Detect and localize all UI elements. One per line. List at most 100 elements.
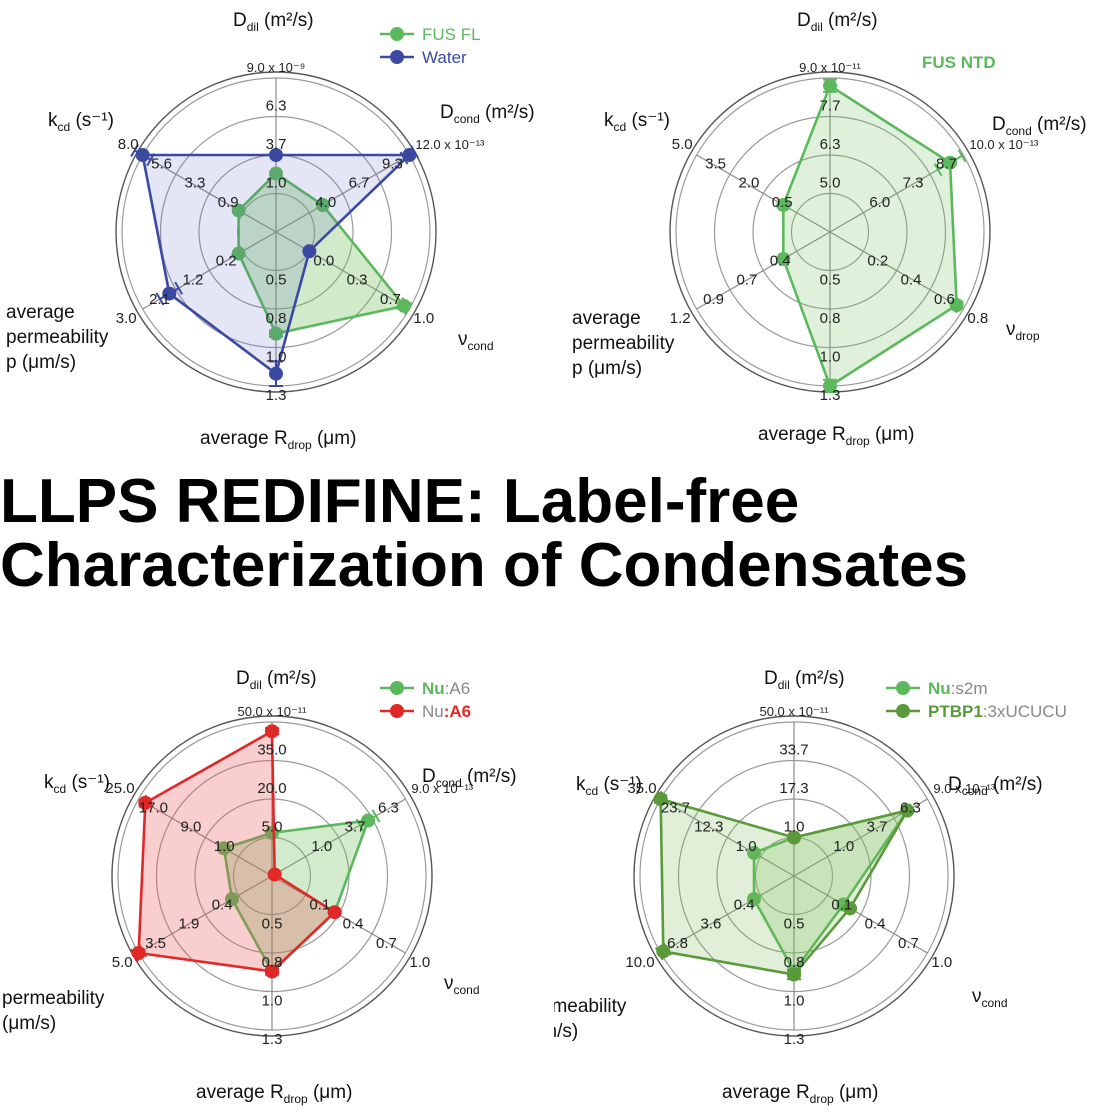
axis-title-0: Ddil (m²/s) — [764, 668, 845, 692]
tick-label: 0.9 — [218, 194, 239, 211]
spoke-4 — [138, 875, 273, 954]
legend: FUS NTD — [922, 53, 996, 72]
legend-entry: Nu:s2m — [928, 679, 988, 698]
tick-label: 0.7 — [898, 935, 919, 952]
legend-entry: Nu:A6 — [422, 702, 471, 721]
legend-name: Nu — [422, 679, 445, 698]
axis-title-subscript: cond — [962, 784, 988, 798]
series-fus-fl-point — [269, 326, 283, 341]
axis-title-1: Dcond (m²/s) — [948, 774, 1043, 798]
tick-label: 6.7 — [349, 175, 370, 192]
tick-label: 5.0 — [112, 954, 133, 971]
tick-label: 3.5 — [145, 935, 166, 952]
tick-label: 6.3 — [820, 136, 841, 153]
legend-marker — [390, 704, 404, 718]
series-nu-s2m-point — [746, 892, 761, 907]
spoke-5 — [142, 154, 277, 233]
legend-name: PTBP1 — [928, 702, 983, 721]
axis-title-0: Ddil (m²/s) — [236, 668, 317, 692]
axis-title-subscript: drop — [1016, 329, 1040, 343]
tick-label: 0.9 — [703, 291, 724, 308]
tick-label: 0.7 — [376, 935, 397, 952]
radar-chart-fus-fl: 1.0 3.7 6.3 9.0 x 10⁻⁹ 4.0 6.7 9.3 12.0 x 10⁻¹³… — [0, 0, 554, 465]
axis-title-subscript: drop — [846, 434, 870, 448]
spoke-4 — [660, 875, 795, 954]
spoke-1 — [271, 798, 406, 877]
tick-label: 1.3 — [820, 387, 841, 404]
tick-label: 1.0 — [214, 838, 235, 855]
axis-title-line: p (μm/s) — [572, 358, 642, 379]
tick-label: 5.0 — [672, 136, 693, 153]
axis-title-line: average R — [196, 1082, 284, 1103]
tick-label: 7.3 — [903, 175, 924, 192]
tick-label: 9.0 x 10⁻¹³ — [933, 781, 995, 796]
radar-svg: 5.0 6.3 7.7 9.0 x 10⁻¹¹ 6.0 7.3 8.7 10.0 x 10⁻¹… — [572, 10, 1087, 448]
legend-marker — [896, 704, 910, 718]
tick-label: 3.6 — [700, 916, 721, 933]
tick-label: 5.6 — [151, 155, 172, 172]
tick-label: 17.0 — [139, 799, 168, 816]
legend-marker — [896, 681, 910, 695]
axis-title-line: (μm/s) — [554, 1021, 578, 1042]
legend-suffix: :A6 — [444, 702, 471, 721]
tick-label: 0.1 — [309, 896, 330, 913]
tick-label: 50.0 x 10⁻¹¹ — [759, 704, 829, 719]
axis-title-line: D — [233, 10, 247, 31]
tick-label: 1.0 — [820, 349, 841, 366]
axis-title-unit: (m²/s) — [988, 774, 1043, 795]
tick-label: 1.0 — [262, 993, 283, 1010]
tick-label: 6.0 — [869, 194, 890, 211]
tick-label: 10.0 x 10⁻¹³ — [969, 137, 1039, 152]
tick-labels: 1.0 3.7 6.3 9.0 x 10⁻⁹ 4.0 6.7 9.3 12.0 x 10⁻¹³… — [116, 60, 485, 404]
tick-label: 9.0 x 10⁻¹¹ — [799, 60, 861, 75]
axis-title-subscript: dil — [247, 20, 259, 34]
axis-title-2: νdrop — [1006, 319, 1040, 343]
axis-title-unit: (m²/s) — [262, 668, 317, 689]
tick-label: 6.3 — [900, 799, 921, 816]
tick-label: 6.3 — [266, 98, 287, 115]
radar-chart-nu-ptbp1: 1.0 17.3 33.7 50.0 x 10⁻¹¹ 1.0 3.7 6.3 9.0 x 10… — [524, 654, 1108, 1113]
axis-title-2: νcond — [972, 986, 1008, 1010]
series-ptbp1-3xucucu-point — [787, 967, 801, 982]
tick-label: 0.7 — [736, 272, 757, 289]
tick-label: 0.2 — [216, 252, 237, 269]
series-fus-ntd-point — [943, 155, 958, 170]
tick-label: 1.0 — [931, 954, 952, 971]
tick-label: 0.8 — [262, 954, 283, 971]
axis-title-line: D — [764, 668, 778, 689]
legend-entry: Water — [422, 48, 467, 67]
series-water-point — [302, 244, 317, 259]
series-nu-a6-point — [224, 892, 239, 907]
tick-label: 0.4 — [734, 896, 755, 913]
series-fus-ntd-point — [823, 78, 837, 93]
axis-title-line: (μm/s) — [2, 1013, 56, 1034]
tick-label: 1.2 — [182, 272, 203, 289]
spoke-2 — [829, 231, 964, 310]
legend-name: Nu — [422, 702, 444, 721]
axis-title-5: kcd (s⁻¹) — [48, 110, 114, 134]
axis-title-line: k — [44, 772, 54, 793]
radar-chart-nu-a6: 5.0 20.0 35.0 50.0 x 10⁻¹¹ 1.0 3.7 6.3 9.0 x 10… — [0, 654, 554, 1113]
axis-title-line: average — [6, 302, 75, 323]
axis-title-line: average R — [200, 428, 288, 449]
spoke-1 — [275, 154, 410, 233]
axis-title-0: Ddil (m²/s) — [233, 10, 314, 34]
series-fus-fl-point — [231, 246, 246, 261]
axis-title-2: νcond — [458, 329, 494, 353]
axis-title-line: permeability — [554, 996, 627, 1017]
axis-title-unit: (m²/s) — [1032, 114, 1087, 135]
axis-title-subscript: cond — [982, 996, 1008, 1010]
axis-title-4: average permeability p (μm/s) — [572, 308, 675, 379]
tick-label: 25.0 — [105, 780, 134, 797]
tick-label: 0.8 — [967, 310, 988, 327]
axis-title-line: ν — [444, 973, 454, 994]
axis-title-unit: (m²/s) — [259, 10, 314, 31]
series-ptbp1-3xucucu-point — [787, 830, 801, 845]
tick-label: 1.0 — [311, 838, 332, 855]
spoke-2 — [793, 875, 928, 954]
tick-label: 2.0 — [738, 175, 759, 192]
grid — [633, 715, 955, 1037]
tick-label: 0.4 — [770, 252, 791, 269]
axis-title-subscript: cond — [454, 983, 480, 997]
axis-title-line: D — [422, 766, 436, 787]
